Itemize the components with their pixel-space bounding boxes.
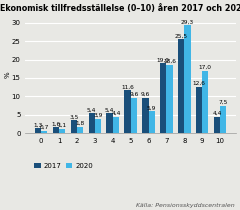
Text: 0,7: 0,7 [40, 125, 49, 130]
Text: 25,5: 25,5 [174, 33, 188, 38]
Bar [124, 91, 131, 133]
Text: 7,5: 7,5 [218, 100, 228, 105]
Bar [41, 131, 48, 133]
Text: 1,1: 1,1 [58, 123, 67, 128]
Bar [202, 71, 208, 133]
Bar [178, 39, 184, 133]
Bar [59, 129, 65, 133]
Text: 3,9: 3,9 [93, 113, 103, 118]
Text: 5,9: 5,9 [147, 106, 156, 110]
Bar [131, 98, 137, 133]
Title: Ekonomisk tillfredsställelse (0–10) åren 2017 och 2020, %: Ekonomisk tillfredsställelse (0–10) åren… [0, 4, 240, 13]
Bar [77, 127, 83, 133]
Text: 17,0: 17,0 [199, 65, 212, 70]
Bar [220, 106, 226, 133]
Bar [184, 25, 191, 133]
Text: 4,4: 4,4 [111, 111, 120, 116]
Bar [214, 117, 220, 133]
Bar [53, 127, 59, 133]
Text: 12,6: 12,6 [192, 81, 205, 86]
Bar [149, 112, 155, 133]
Text: 11,6: 11,6 [121, 85, 134, 89]
Text: 29,3: 29,3 [181, 19, 194, 24]
Text: 9,6: 9,6 [129, 92, 138, 97]
Bar [89, 113, 95, 133]
Text: 5,4: 5,4 [87, 107, 96, 112]
Text: 1,8: 1,8 [76, 121, 85, 126]
Bar [160, 63, 166, 133]
Bar [71, 120, 77, 133]
Bar [107, 113, 113, 133]
Text: Källa: Pensionsskyddscentralen: Källa: Pensionsskyddscentralen [137, 203, 235, 208]
Text: 5,4: 5,4 [105, 107, 114, 112]
Bar [35, 128, 41, 133]
Text: 4,4: 4,4 [212, 111, 222, 116]
Text: 3,5: 3,5 [69, 114, 78, 119]
Bar [166, 65, 173, 133]
Bar [113, 117, 119, 133]
Text: 1,3: 1,3 [34, 122, 43, 127]
Text: 9,6: 9,6 [141, 92, 150, 97]
Text: 19,0: 19,0 [157, 57, 170, 62]
Bar [95, 119, 101, 133]
Bar [196, 87, 202, 133]
Y-axis label: %: % [4, 71, 10, 77]
Text: 18,6: 18,6 [163, 59, 176, 64]
Bar [142, 98, 149, 133]
Text: 1,6: 1,6 [51, 121, 60, 126]
Legend: 2017, 2020: 2017, 2020 [31, 160, 96, 172]
